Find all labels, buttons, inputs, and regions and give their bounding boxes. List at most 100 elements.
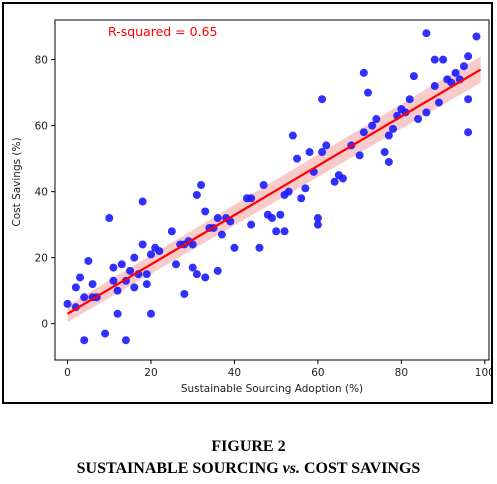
data-point (188, 240, 197, 249)
data-point (146, 309, 155, 318)
data-point (301, 184, 310, 193)
data-point (293, 154, 302, 163)
data-point (355, 151, 364, 160)
data-point (88, 280, 97, 289)
data-point (126, 266, 135, 275)
data-point (380, 148, 389, 157)
data-point (464, 95, 473, 104)
data-point (318, 148, 327, 157)
figure-caption: FIGURE 2 SUSTAINABLE SOURCING vs. COST S… (0, 436, 497, 480)
data-point (255, 243, 264, 252)
data-point (409, 72, 418, 81)
data-point (180, 289, 189, 298)
data-point (384, 131, 393, 140)
data-point (105, 214, 114, 223)
scatter-chart: 0 20 40 60 80 100 0 20 40 60 80 Sustainable Sourcin… (11, 19, 491, 395)
data-point (389, 124, 398, 133)
data-point (363, 88, 372, 97)
data-point (318, 95, 327, 104)
data-point (368, 121, 377, 130)
data-point (330, 177, 339, 186)
data-point (84, 256, 93, 265)
data-point (71, 283, 80, 292)
data-point (101, 329, 110, 338)
data-point (130, 283, 139, 292)
data-point (109, 276, 118, 285)
data-point (313, 220, 322, 229)
data-point (272, 227, 281, 236)
data-point (384, 157, 393, 166)
x-tick-label: 80 (395, 367, 408, 379)
data-point (113, 286, 122, 295)
data-point (130, 253, 139, 262)
x-tick-label: 0 (64, 367, 71, 379)
data-point (76, 273, 85, 282)
data-point (213, 214, 222, 223)
figure-title-part2: COST SAVINGS (299, 460, 421, 477)
x-tick-label: 60 (311, 367, 324, 379)
plot-border (54, 19, 490, 361)
data-point (121, 336, 130, 345)
data-point (422, 29, 431, 38)
data-point (259, 181, 268, 190)
data-point (142, 280, 151, 289)
data-point (167, 227, 176, 236)
data-point (138, 197, 147, 206)
data-point (422, 108, 431, 117)
data-point (80, 336, 89, 345)
figure-title: SUSTAINABLE SOURCING vs. COST SAVINGS (0, 458, 497, 480)
x-axis-label: Sustainable Sourcing Adoption (%) (181, 383, 363, 395)
data-point (451, 68, 460, 77)
data-point (313, 214, 322, 223)
data-point (217, 230, 226, 239)
data-point (472, 32, 481, 41)
y-tick-label: 20 (35, 253, 48, 265)
figure-title-part1: SUSTAINABLE SOURCING (76, 460, 283, 477)
figure-label: FIGURE 2 (211, 438, 286, 455)
y-tick-label: 0 (41, 319, 48, 331)
x-tick-label: 20 (144, 367, 157, 379)
data-point (439, 55, 448, 64)
y-tick-label: 40 (35, 187, 48, 199)
data-point (192, 270, 201, 279)
data-point (280, 227, 289, 236)
data-point (434, 98, 443, 107)
y-tick-label: 80 (35, 55, 48, 67)
data-point (297, 194, 306, 203)
data-point (305, 148, 314, 157)
data-point (197, 181, 206, 190)
data-point (201, 207, 210, 216)
data-point (155, 247, 164, 256)
data-point (359, 68, 368, 77)
data-point (117, 260, 126, 269)
figure-frame: 0 20 40 60 80 100 0 20 40 60 80 Sustainable Sourcin… (2, 2, 493, 404)
plot-area: 0 20 40 60 80 100 0 20 40 60 80 Sustainable Sourcin… (11, 19, 491, 395)
data-point (192, 190, 201, 199)
data-point (109, 263, 118, 272)
r-squared-annotation: R-squared = 0.65 (108, 24, 217, 39)
data-point (80, 293, 89, 302)
data-point (113, 309, 122, 318)
data-point (459, 62, 468, 71)
data-point (284, 187, 293, 196)
y-axis-label: Cost Savings (%) (11, 137, 23, 226)
data-point (276, 210, 285, 219)
x-tick-label: 100 (475, 367, 491, 379)
data-point (247, 194, 256, 203)
data-point (201, 273, 210, 282)
regression-line (66, 68, 482, 315)
data-point (288, 131, 297, 140)
data-point (430, 55, 439, 64)
data-point (359, 128, 368, 137)
data-point (414, 115, 423, 124)
data-point (146, 250, 155, 259)
data-point (247, 220, 256, 229)
x-tick-label: 40 (228, 367, 241, 379)
data-point (63, 299, 72, 308)
data-point (322, 141, 331, 150)
y-tick-label: 60 (35, 121, 48, 133)
data-point (263, 210, 272, 219)
data-point (142, 270, 151, 279)
data-point (372, 115, 381, 124)
data-point (430, 82, 439, 91)
